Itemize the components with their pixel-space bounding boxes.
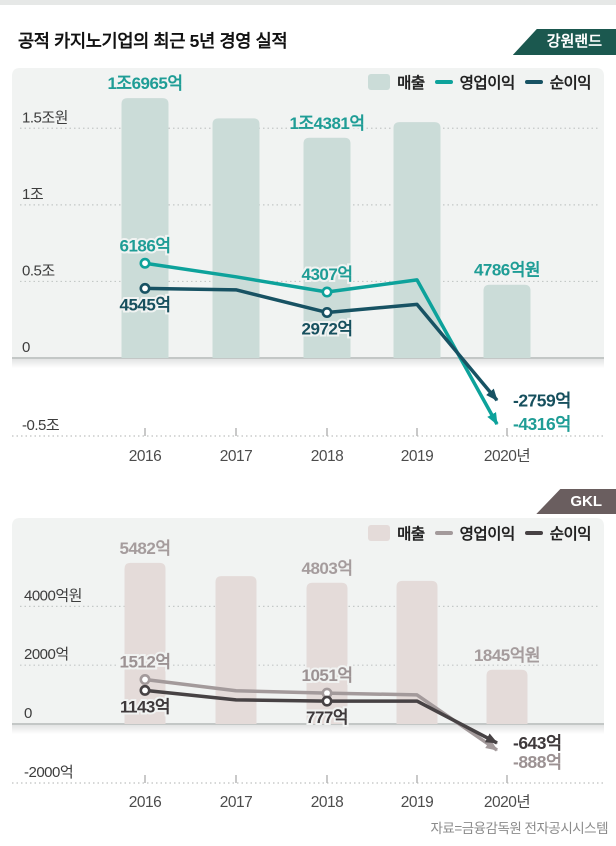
bar-value-label: 1조6965억: [107, 74, 182, 93]
data-source-credit: 자료=금융감독원 전자공시시스템: [430, 821, 608, 836]
bar-2017: [212, 118, 260, 358]
y-tick-label: -0.5조: [22, 417, 60, 434]
line-value-label: 1512억: [120, 653, 171, 672]
bar-2018: [303, 137, 351, 358]
baseline-shadow: [12, 725, 604, 734]
point-marker: [139, 684, 151, 696]
point-marker: [139, 674, 151, 686]
baseline-shadow: [12, 359, 604, 368]
revenue-swatch-icon: [368, 74, 391, 90]
y-tick-label: -2000억: [24, 764, 73, 781]
legend-gkl: 매출 영업이익 순이익: [368, 522, 594, 544]
bar-2020년: [486, 669, 528, 724]
negative-value-label: -643억: [513, 733, 562, 753]
bar-2017: [215, 576, 257, 724]
x-axis-label: 2019: [401, 448, 433, 465]
bar-value-label: 4786억원: [474, 261, 540, 280]
y-tick-label: 4000억원: [24, 587, 82, 604]
negative-value-label: -888억: [513, 752, 562, 772]
net-line-icon: [524, 80, 543, 84]
bar-value-label: 1845억원: [474, 646, 540, 665]
net-line-icon: [524, 531, 543, 535]
operating-line-icon: [434, 80, 453, 84]
legend-operating-label: 영업이익: [459, 526, 516, 543]
bar-value-label: 4803억: [302, 559, 353, 578]
point-marker: [139, 257, 151, 269]
line-value-label: 2972억: [302, 319, 353, 338]
line-value-label: 1051억: [302, 666, 353, 685]
chart-gkl: 4000억원 2000억 0 -2000억 2016 2017 2018 2019 2020년 5…: [12, 518, 604, 811]
x-axis-label: 2016: [129, 794, 161, 811]
x-axis-label: 2020년: [484, 447, 530, 465]
x-axis-label: 2019: [401, 794, 433, 811]
bar-2020년: [483, 284, 531, 358]
point-marker: [321, 286, 333, 298]
y-tick-label: 0.5조: [22, 262, 55, 279]
y-tick-label: 1조: [22, 186, 44, 203]
top-divider-strip: [0, 0, 616, 5]
point-marker: [139, 282, 151, 294]
legend-revenue-label: 매출: [397, 526, 425, 543]
point-marker: [321, 695, 333, 707]
y-tick-label: 0: [24, 705, 32, 722]
y-tick-label: 1.5조원: [22, 109, 68, 126]
point-marker: [321, 306, 333, 318]
operating-line-icon: [434, 531, 453, 535]
line-value-label: 4307억: [302, 265, 353, 284]
x-axis-label: 2018: [311, 794, 343, 811]
bar-2016: [121, 98, 169, 358]
y-tick-label: 0: [22, 339, 30, 356]
line-value-label: 1143억: [120, 697, 170, 716]
legend-net-label: 순이익: [549, 75, 592, 92]
x-axis-label: 2018: [311, 448, 343, 465]
line-value-label: 6186억: [120, 236, 171, 255]
negative-value-label: -4316억: [513, 414, 571, 434]
negative-value-label: -2759억: [513, 390, 571, 410]
x-axis-label: 2017: [220, 794, 252, 811]
y-tick-label: 2000억: [24, 646, 69, 663]
chart-kangwonland: 1.5조원 1조 0.5조 0 -0.5조 2016 2017 2018 2019 2020년 1조…: [12, 68, 604, 465]
legend-net-label: 순이익: [549, 526, 592, 543]
x-axis-label: 2017: [220, 448, 252, 465]
bar-2016: [124, 562, 166, 724]
legend-kangwonland: 매출 영업이익 순이익: [368, 71, 594, 93]
x-axis-label: 2016: [129, 448, 161, 465]
x-axis-label: 2020년: [484, 793, 530, 811]
line-value-label: 777억: [306, 708, 348, 727]
revenue-swatch-icon: [368, 525, 391, 541]
bar-value-label: 5482억: [120, 539, 171, 558]
legend-revenue-label: 매출: [397, 75, 425, 92]
bar-value-label: 1조4381억: [289, 114, 364, 133]
legend-operating-label: 영업이익: [459, 75, 516, 92]
bar-2018: [306, 582, 348, 724]
bar-2019: [396, 580, 438, 724]
page-title: 공적 카지노기업의 최근 5년 경영 실적: [18, 30, 288, 51]
line-value-label: 4545억: [120, 295, 171, 314]
